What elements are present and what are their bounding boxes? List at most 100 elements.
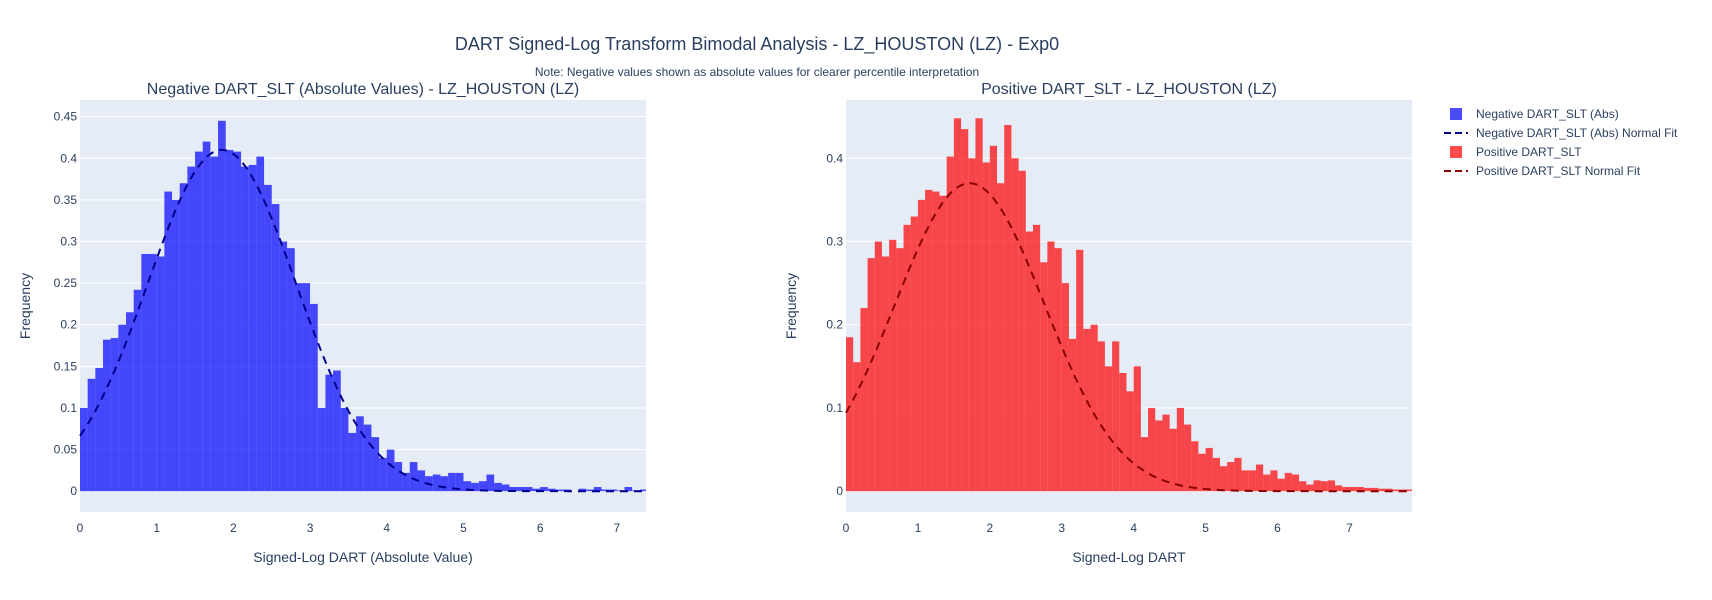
histogram-bar[interactable] [455,472,464,492]
histogram-bar[interactable] [1068,338,1077,492]
histogram-bar[interactable] [639,489,646,492]
histogram-bar[interactable] [1385,488,1393,492]
histogram-bar[interactable] [409,462,418,492]
histogram-bar[interactable] [394,462,403,492]
histogram-bar[interactable] [540,487,548,492]
histogram-bar[interactable] [1219,466,1228,492]
histogram-bar[interactable] [1191,441,1199,492]
histogram-bar[interactable] [1090,324,1098,492]
histogram-bar[interactable] [1212,457,1220,492]
histogram-bar[interactable] [256,156,265,492]
histogram-bar[interactable] [946,156,954,492]
histogram-bar[interactable] [103,339,111,492]
histogram-bar[interactable] [1076,249,1084,492]
histogram-bar[interactable] [1040,262,1048,492]
histogram-bar[interactable] [317,407,326,492]
histogram-bar[interactable] [271,204,280,492]
histogram-bar[interactable] [1025,231,1033,492]
histogram-bar[interactable] [379,457,387,492]
histogram-bar[interactable] [982,162,990,492]
histogram-bar[interactable] [1320,481,1328,492]
histogram-bar[interactable] [846,337,854,492]
histogram-bar[interactable] [1083,328,1091,492]
histogram-bar[interactable] [1371,487,1379,492]
histogram-bar[interactable] [1313,480,1321,492]
histogram-bar[interactable] [440,476,449,492]
histogram-bar[interactable] [1184,424,1192,492]
histogram-bar[interactable] [156,256,165,492]
histogram-bar[interactable] [264,184,272,492]
histogram-bar[interactable] [578,488,587,492]
histogram-bar[interactable] [1284,472,1292,492]
histogram-bar[interactable] [302,283,311,492]
histogram-bar[interactable] [975,118,983,492]
histogram-bar[interactable] [310,303,318,492]
histogram-bar[interactable] [853,362,861,492]
histogram-bar[interactable] [1011,158,1019,492]
legend-item[interactable]: Positive DART_SLT [1450,145,1582,159]
histogram-bar[interactable] [348,432,357,492]
histogram-bar[interactable] [202,141,211,492]
histogram-bar[interactable] [333,370,341,492]
histogram-bar[interactable] [874,241,882,492]
histogram-bar[interactable] [896,248,904,492]
histogram-bar[interactable] [1104,366,1113,492]
histogram-bar[interactable] [1327,480,1336,492]
histogram-bar[interactable] [1097,341,1105,492]
histogram-bar[interactable] [386,449,395,492]
histogram-bar[interactable] [248,164,257,492]
histogram-bar[interactable] [210,156,219,492]
histogram-bar[interactable] [1263,474,1271,492]
histogram-bar[interactable] [953,118,962,492]
histogram-bar[interactable] [1155,420,1163,492]
histogram-bar[interactable] [417,470,426,492]
histogram-bar[interactable] [881,256,890,492]
histogram-bar[interactable] [1241,470,1249,492]
histogram-bar[interactable] [195,151,203,492]
histogram-bar[interactable] [87,378,96,492]
histogram-bar[interactable] [356,416,364,492]
histogram-bar[interactable] [1270,470,1278,492]
histogram-bar[interactable] [517,487,525,492]
histogram-bar[interactable] [1277,478,1285,492]
histogram-bar[interactable] [1392,489,1400,492]
histogram-bar[interactable] [402,472,410,492]
histogram-bar[interactable] [524,487,533,492]
histogram-bar[interactable] [989,145,998,492]
histogram-bar[interactable] [1047,241,1055,492]
histogram-bar[interactable] [225,149,234,492]
histogram-bar[interactable] [363,424,372,492]
histogram-bar[interactable] [118,324,127,492]
histogram-bar[interactable] [1032,224,1041,492]
histogram-bar[interactable] [1126,391,1134,492]
histogram-bar[interactable] [1306,484,1314,492]
histogram-bar[interactable] [1356,487,1364,492]
histogram-bar[interactable] [1378,488,1386,492]
histogram-bar[interactable] [1018,170,1026,492]
histogram-bar[interactable] [1255,464,1264,492]
histogram-bar[interactable] [1291,474,1300,492]
histogram-bar[interactable] [233,151,242,492]
histogram-bar[interactable] [432,474,441,492]
histogram-bar[interactable] [1299,481,1307,492]
histogram-bar[interactable] [187,166,196,492]
histogram-bar[interactable] [179,183,188,492]
histogram-bar[interactable] [463,481,472,492]
histogram-bar[interactable] [478,481,487,492]
legend-item[interactable]: Positive DART_SLT Normal Fit [1444,164,1641,178]
histogram-bar[interactable] [371,437,380,492]
histogram-bar[interactable] [509,487,518,492]
histogram-bar[interactable] [80,407,88,492]
normal-fit-line[interactable] [845,182,1412,493]
histogram-bar[interactable] [867,258,875,492]
histogram-bar[interactable] [601,489,610,492]
histogram-bar[interactable] [133,289,142,492]
histogram-bar[interactable] [1342,487,1350,492]
legend[interactable]: Negative DART_SLT (Abs) Negative DART_SLT… [1444,107,1678,178]
histogram-bar[interactable] [903,224,911,492]
histogram-bar[interactable] [340,407,349,492]
histogram-bar[interactable] [1363,487,1372,492]
histogram-bar[interactable] [1198,453,1206,492]
histogram-bar[interactable] [241,166,249,492]
legend-item[interactable]: Negative DART_SLT (Abs) [1450,107,1619,121]
